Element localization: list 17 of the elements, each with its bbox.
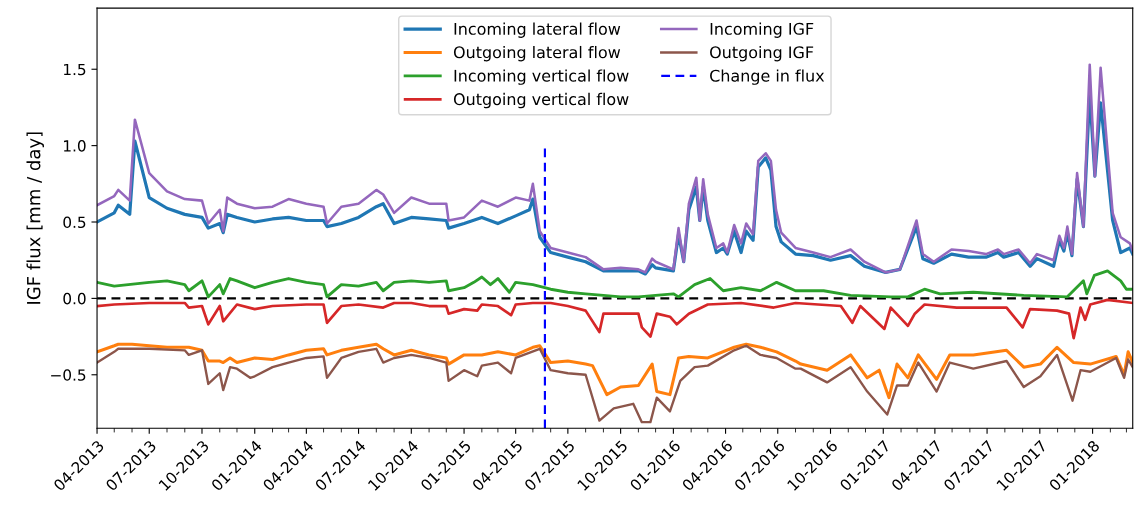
y-tick-label: 0.5 [63,216,86,229]
legend-label: Incoming IGF [710,22,814,38]
y-tick-label: 0.0 [63,292,86,305]
legend-label: Incoming vertical flow [454,69,629,85]
y-axis-title: IGF flux [mm / day] [26,132,44,304]
y-tick-label: 1.0 [64,140,86,152]
legend-label: Outgoing IGF [710,45,814,62]
line-series [97,298,1133,340]
y-tick-label: 1.5 [64,63,86,76]
y-tick-label: −0.5 [51,369,86,381]
line-series [97,269,1133,299]
legend-label: Change in flux [710,69,825,85]
legend-label: Outgoing lateral flow [453,45,621,62]
legend-label: Outgoing vertical flow [453,92,629,109]
legend-label: Incoming lateral flow [454,22,621,38]
line-series [97,342,1133,400]
line-series [97,344,1133,424]
